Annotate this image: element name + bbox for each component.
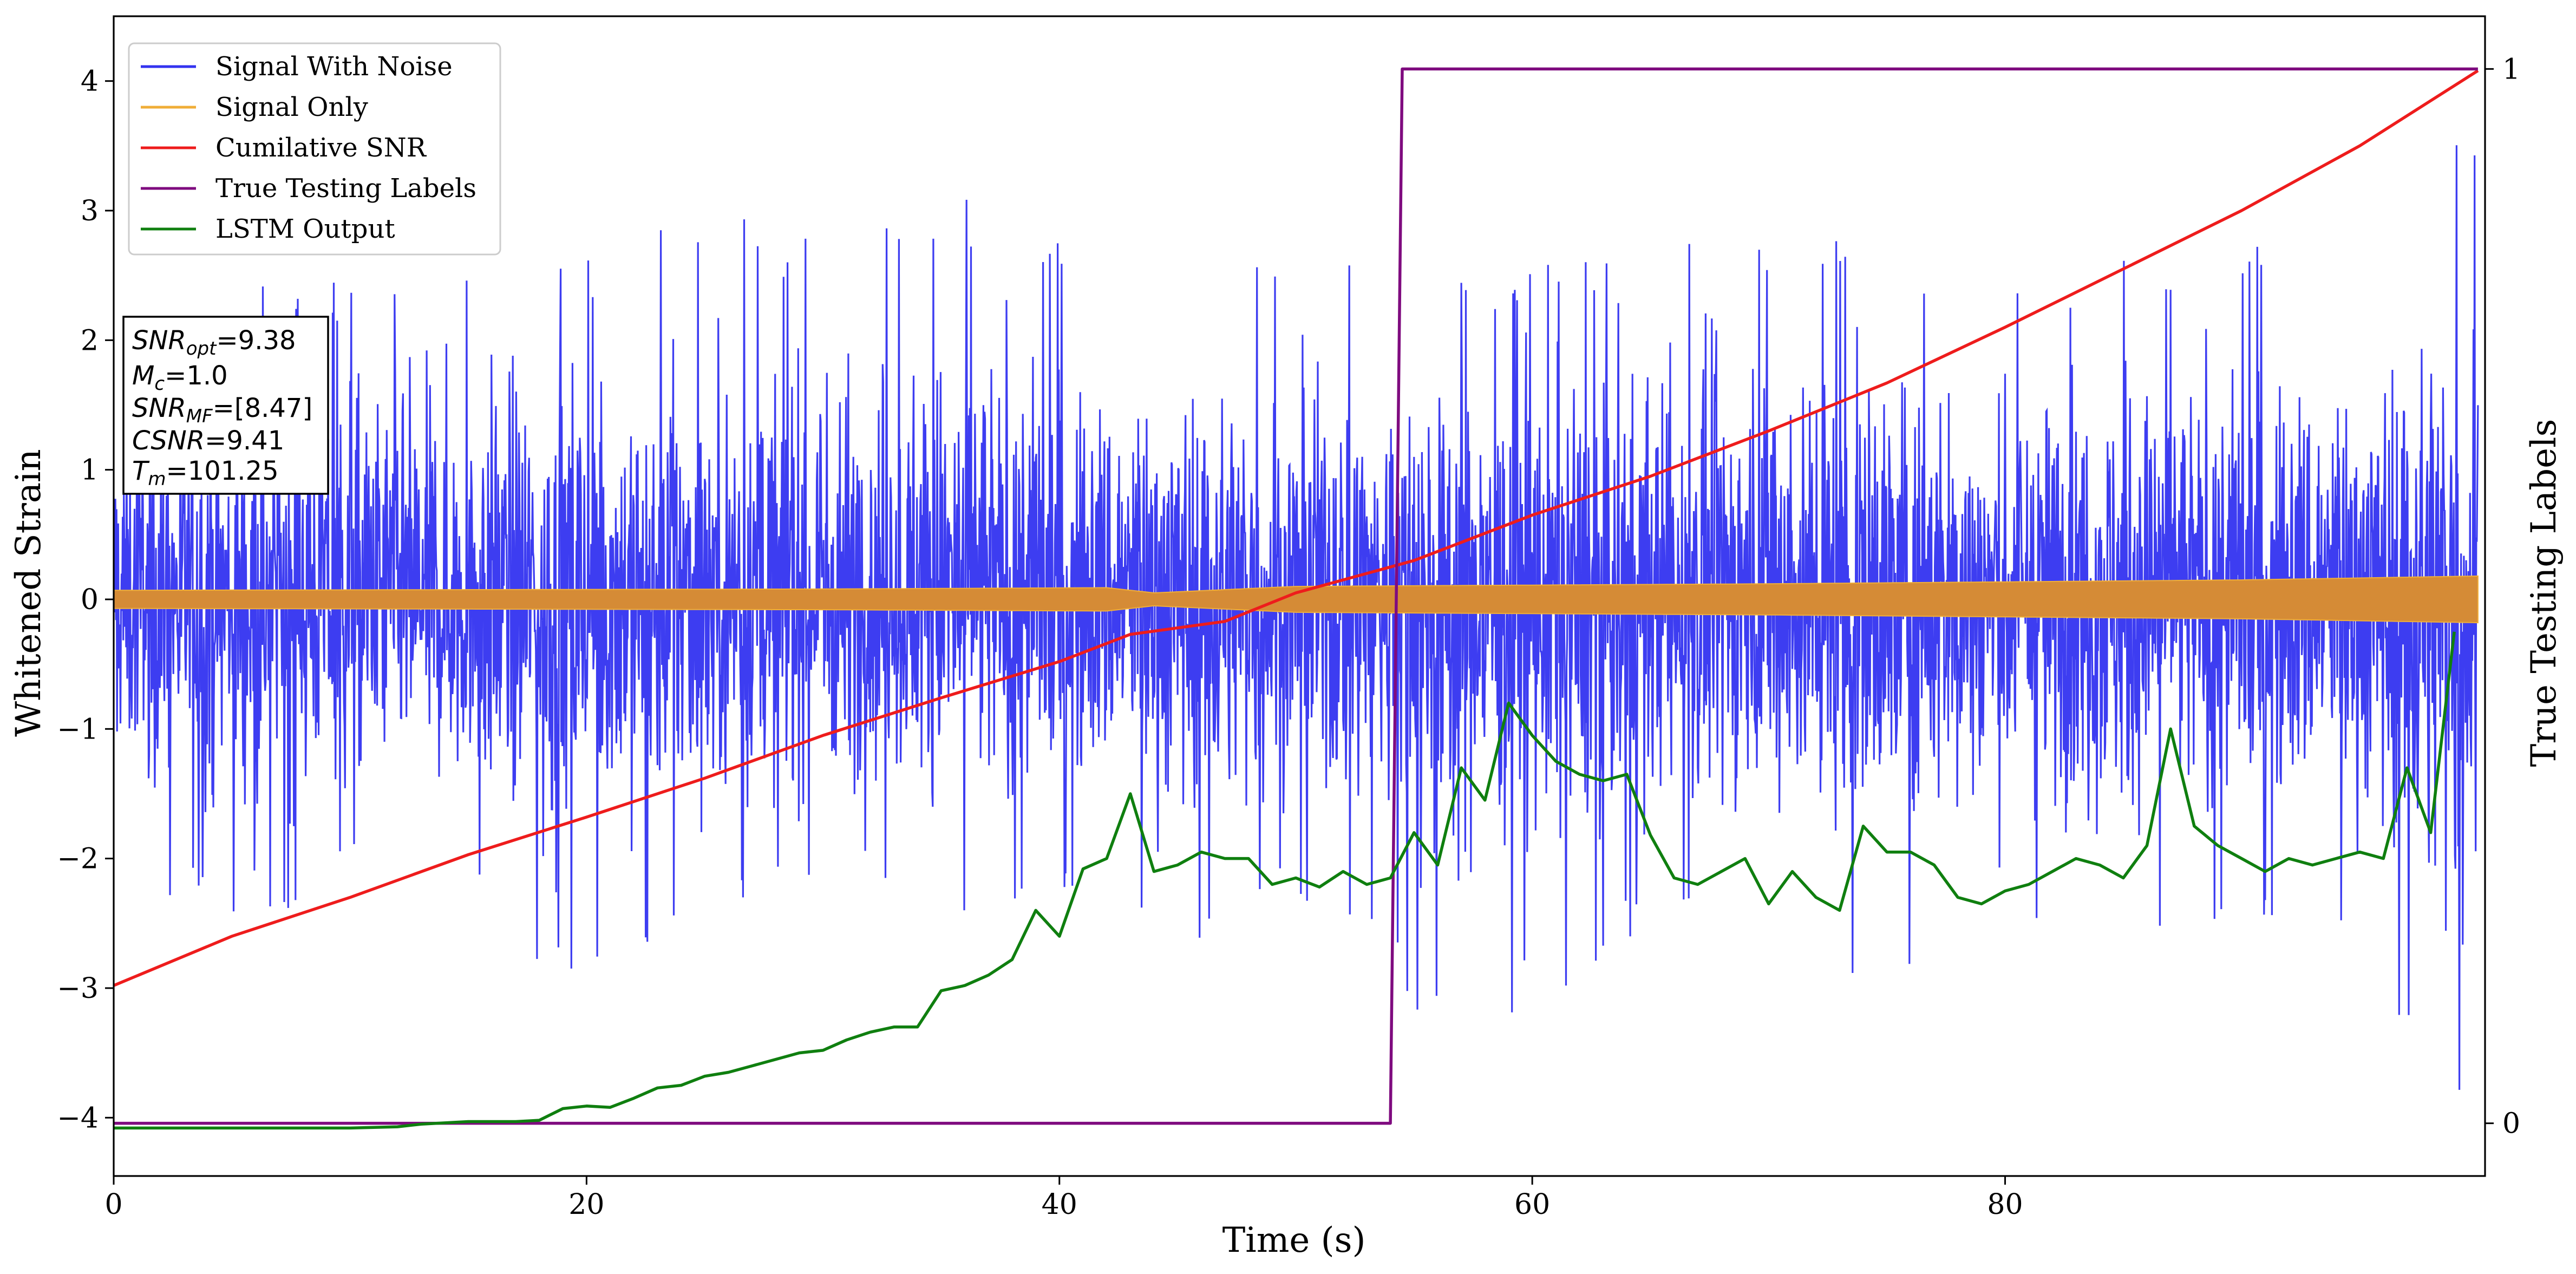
legend-item-signal-only: Signal Only — [141, 92, 368, 122]
info-line-snr-opt: SNRopt=9.38 — [132, 325, 296, 360]
y-tick-label: 2 — [81, 324, 99, 357]
legend-item-cumulative-snr: Cumilative SNR — [141, 133, 427, 163]
x-tick-label: 60 — [1514, 1188, 1550, 1221]
y-axis-title: Whitened Strain — [9, 449, 49, 736]
signal-with-noise-layer — [113, 145, 2479, 1090]
info-value: =101.25 — [166, 456, 278, 486]
series-true-testing-labels — [114, 67, 2478, 1125]
true-labels-layer — [114, 67, 2478, 1125]
cumulative-snr-layer — [113, 69, 2479, 987]
y-axis-right: 01 — [2485, 53, 2520, 1140]
series-cumulative-snr — [113, 69, 2479, 987]
y-tick-label: 3 — [81, 195, 99, 227]
info-name: M — [132, 361, 154, 391]
y-axis-right-title: True Testing Labels — [2524, 419, 2564, 767]
y-tick-label: 0 — [81, 584, 99, 616]
series-signal-with-noise — [113, 145, 2479, 1090]
info-name: CSNR — [132, 426, 205, 456]
legend-item-signal-with-noise: Signal With Noise — [141, 51, 453, 82]
info-name: SNR — [132, 325, 186, 356]
legend-label: True Testing Labels — [215, 173, 476, 204]
series-signal-only — [113, 575, 2479, 624]
plot-frame — [113, 15, 2486, 1177]
info-line-mc: Mc=1.0 — [132, 361, 228, 395]
x-tick-label: 20 — [568, 1188, 604, 1221]
x-tick-label: 80 — [1987, 1188, 2023, 1221]
x-axis-title: Time (s) — [1222, 1220, 1366, 1260]
info-value: =1.0 — [165, 361, 228, 391]
info-box-frame — [122, 316, 329, 495]
info-line-tm: Tm=101.25 — [132, 456, 279, 490]
legend-label: Signal With Noise — [215, 51, 453, 82]
info-sub: m — [148, 468, 166, 490]
info-line-csnr: CSNR=9.41 — [132, 426, 284, 456]
legend-item-true-testing-labels: True Testing Labels — [141, 173, 476, 204]
y-tick-label: −4 — [57, 1102, 99, 1134]
legend: Signal With Noise Signal Only Cumilative… — [128, 42, 501, 256]
legend-label: Cumilative SNR — [215, 133, 427, 163]
series-lstm-output — [114, 631, 2456, 1130]
info-name: T — [132, 456, 150, 486]
info-value: =9.41 — [205, 426, 284, 456]
info-value: =[8.47] — [213, 393, 313, 423]
info-name: SNR — [132, 393, 186, 423]
x-tick-label: 40 — [1042, 1188, 1077, 1221]
y-axis-left: −4 −3 −2 −1 0 1 2 3 4 — [57, 66, 114, 1134]
signal-only-layer — [113, 575, 2479, 624]
y-tick-label: −1 — [57, 713, 99, 746]
legend-label: LSTM Output — [215, 214, 395, 244]
y-right-tick-label: 1 — [2502, 53, 2520, 86]
info-line-snr-mf: SNRMF=[8.47] — [132, 393, 312, 427]
legend-item-lstm-output: LSTM Output — [141, 214, 395, 244]
info-box: SNRopt=9.38 Mc=1.0 SNRMF=[8.47] CSNR=9.4… — [122, 316, 329, 495]
legend-label: Signal Only — [215, 92, 368, 122]
info-sub: opt — [186, 338, 217, 360]
y-tick-label: 1 — [81, 454, 99, 487]
lstm-output-layer — [114, 631, 2456, 1130]
legend-box — [128, 42, 501, 256]
x-tick-label: 0 — [104, 1188, 122, 1221]
info-value: =9.38 — [216, 325, 296, 356]
x-axis: 0 20 40 60 80 — [104, 1176, 2023, 1221]
info-sub: c — [154, 373, 165, 395]
y-right-tick-label: 0 — [2502, 1108, 2520, 1140]
info-sub: MF — [186, 406, 213, 427]
y-tick-label: −3 — [57, 972, 99, 1005]
y-tick-label: 4 — [81, 66, 99, 98]
y-tick-label: −2 — [57, 843, 99, 876]
